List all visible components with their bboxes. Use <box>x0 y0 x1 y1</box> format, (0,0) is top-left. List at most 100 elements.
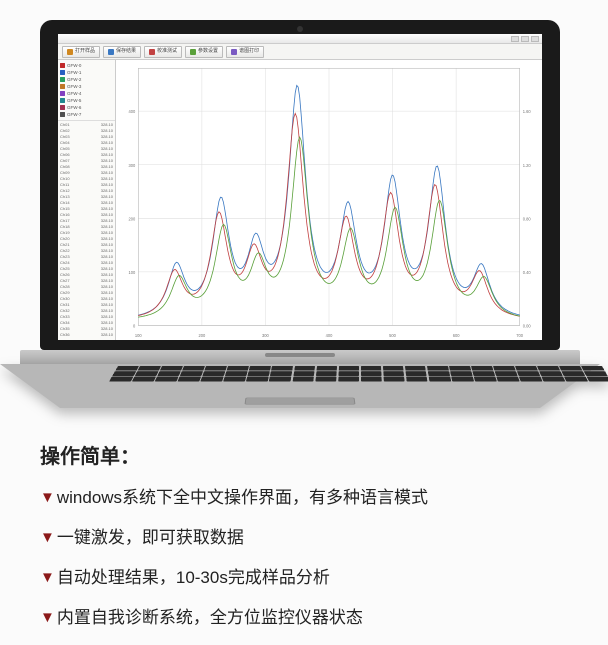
legend-item[interactable]: GFW-0 <box>60 62 113 69</box>
legend-swatch-icon <box>60 98 65 103</box>
toolbar-button-label: 打开样品 <box>75 49 95 54</box>
svg-text:300: 300 <box>262 333 269 338</box>
svg-text:500: 500 <box>389 333 396 338</box>
bullet-text: 一键激发，即可获取数据 <box>57 525 244 551</box>
toolbar: 打开样品 保存结果 校准测试 参数设置谱图打印 <box>58 44 542 60</box>
legend-swatch-icon <box>60 112 65 117</box>
window-titlebar <box>58 34 542 44</box>
toolbar-button[interactable]: 打开样品 <box>62 46 100 58</box>
legend-item[interactable]: GFW-2 <box>60 76 113 83</box>
keyboard-key <box>132 377 156 382</box>
legend-swatch-icon <box>60 84 65 89</box>
toolbar-button[interactable]: 谱图打印 <box>226 46 264 58</box>
keyboard-key <box>205 366 227 370</box>
keyboard-key <box>542 377 565 382</box>
legend-swatch-icon <box>60 77 65 82</box>
keyboard-key <box>178 377 201 382</box>
keyboard-key <box>223 377 246 382</box>
keyboard-key <box>519 377 542 382</box>
legend-item[interactable]: GFW-6 <box>60 104 113 111</box>
toolbar-button-icon <box>190 49 196 55</box>
legend-item[interactable]: GFW-3 <box>60 83 113 90</box>
sidebar: GFW-0 GFW-1GFW-2GFW-3GFW-4GFW-5GFW-6GFW-7… <box>58 60 116 340</box>
keyboard-key <box>316 371 337 376</box>
keyboard-key <box>427 366 448 370</box>
keyboard-key <box>203 371 225 376</box>
keyboard-key <box>517 371 540 376</box>
keyboard-key <box>405 366 426 370</box>
laptop-mockup: 打开样品保存结果校准测试参数设置谱图打印 GFW-0GFW-1GFW-2GFW-… <box>40 20 560 408</box>
bullet-marker-icon: ▼ <box>40 605 55 631</box>
legend-label: GFW-0 <box>67 63 81 68</box>
app-content: GFW-0 GFW-1GFW-2GFW-3GFW-4GFW-5GFW-6GFW-7… <box>58 60 542 340</box>
keyboard-key <box>227 366 249 370</box>
keyboard-key <box>112 371 135 376</box>
keyboard-key <box>472 371 494 376</box>
laptop-base <box>0 364 600 408</box>
channel-data-list: Ch01328.10Ch02328.10Ch03328.10Ch04328.10… <box>58 121 115 340</box>
keyboard-key <box>294 366 315 370</box>
legend-item[interactable]: GFW-1 <box>60 69 113 76</box>
bullet-text: 内置自我诊断系统，全方位监控仪器状态 <box>57 605 363 631</box>
feature-bullet: ▼内置自我诊断系统，全方位监控仪器状态 <box>40 605 560 631</box>
keyboard-key <box>109 377 133 382</box>
feature-text-block: 操作简单： ▼windows系统下全中文操作界面，有多种语言模式▼一键激发，即可… <box>40 440 560 645</box>
keyboard-key <box>451 377 473 382</box>
svg-text:1.60: 1.60 <box>523 109 532 114</box>
bullet-text: windows系统下全中文操作界面，有多种语言模式 <box>57 485 428 511</box>
window-max-button[interactable] <box>521 36 529 42</box>
keyboard-key <box>157 371 180 376</box>
toolbar-button-icon <box>231 49 237 55</box>
keyboard-key <box>160 366 183 370</box>
bullet-marker-icon: ▼ <box>40 525 55 551</box>
keyboard-key <box>559 366 582 370</box>
laptop-keyboard <box>109 366 608 381</box>
bullet-marker-icon: ▼ <box>40 485 55 511</box>
keyboard-key <box>540 371 563 376</box>
legend-item[interactable]: GFW-4 <box>60 90 113 97</box>
keyboard-key <box>338 366 359 370</box>
keyboard-key <box>225 371 247 376</box>
toolbar-button[interactable]: 校准测试 <box>144 46 182 58</box>
svg-text:100: 100 <box>135 333 142 338</box>
keyboard-key <box>249 366 271 370</box>
toolbar-button-label: 保存结果 <box>116 49 136 54</box>
keyboard-key <box>293 371 315 376</box>
spectrum-chart: 10020030040050060070001002003004000.000.… <box>116 60 542 340</box>
legend-label: GFW-1 <box>67 70 81 75</box>
window-min-button[interactable] <box>511 36 519 42</box>
keyboard-key <box>428 371 450 376</box>
keyboard-key <box>564 377 588 382</box>
legend-item[interactable]: GFW-7 <box>60 111 113 118</box>
toolbar-button[interactable]: 参数设置 <box>185 46 223 58</box>
feature-bullet: ▼windows系统下全中文操作界面，有多种语言模式 <box>40 485 560 511</box>
keyboard-key <box>405 371 427 376</box>
keyboard-key <box>182 366 204 370</box>
legend-label: GFW-7 <box>67 112 81 117</box>
keyboard-key <box>361 371 382 376</box>
keyboard-key <box>180 371 203 376</box>
legend-label: GFW-5 <box>67 98 81 103</box>
legend-swatch-icon <box>60 105 65 110</box>
toolbar-button[interactable]: 保存结果 <box>103 46 141 58</box>
keyboard-key <box>201 377 224 382</box>
keyboard-key <box>338 377 359 382</box>
keyboard-key <box>495 371 517 376</box>
svg-text:600: 600 <box>453 333 460 338</box>
keyboard-key <box>383 377 405 382</box>
window-close-button[interactable] <box>531 36 539 42</box>
keyboard-key <box>584 371 607 376</box>
keyboard-key <box>383 371 404 376</box>
toolbar-button-label: 校准测试 <box>157 49 177 54</box>
svg-text:400: 400 <box>326 333 333 338</box>
legend-item[interactable]: GFW-5 <box>60 97 113 104</box>
svg-text:400: 400 <box>129 109 136 114</box>
svg-text:200: 200 <box>129 216 136 221</box>
keyboard-key <box>315 377 337 382</box>
keyboard-key <box>292 377 314 382</box>
keyboard-key <box>269 377 291 382</box>
keyboard-key <box>138 366 161 370</box>
keyboard-key <box>406 377 428 382</box>
legend-label: GFW-3 <box>67 84 81 89</box>
keyboard-key <box>155 377 178 382</box>
